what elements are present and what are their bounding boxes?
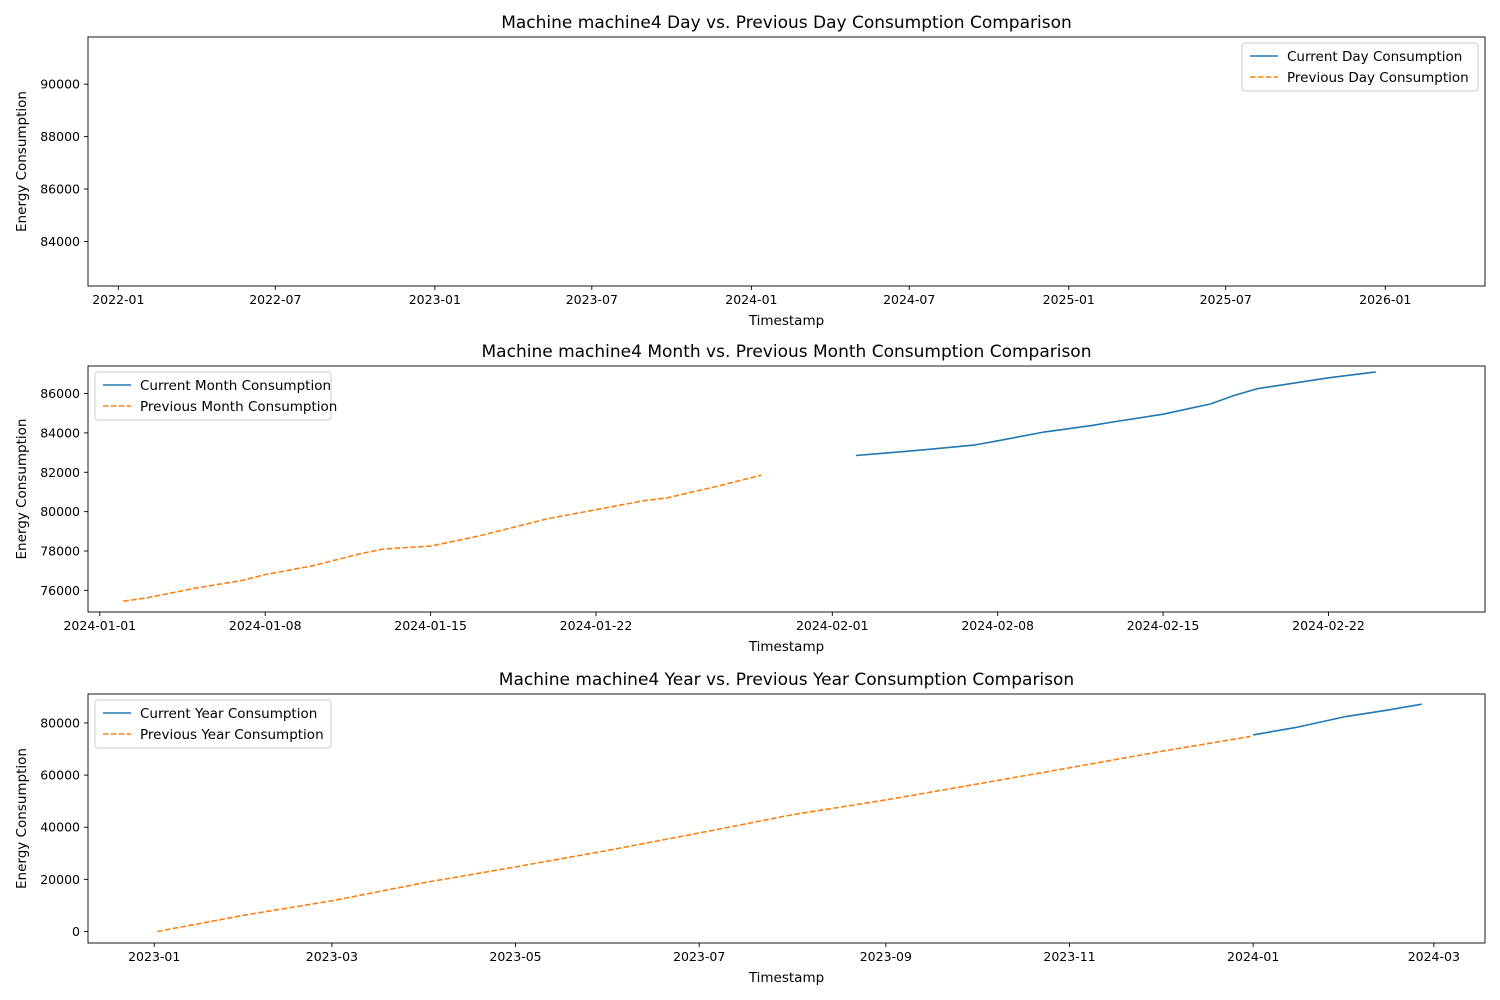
x-tick-label: 2024-01: [1227, 949, 1279, 964]
series-line-previous: [157, 735, 1251, 933]
x-tick-label: 2023-01: [128, 949, 180, 964]
chart-panel-3: Machine machine4 Year vs. Previous Year …: [14, 670, 1486, 986]
y-tick-label: 88000: [40, 129, 80, 144]
series-group: [123, 371, 1376, 602]
chart-title: Machine machine4 Month vs. Previous Mont…: [482, 342, 1092, 362]
legend-label: Previous Year Consumption: [140, 727, 324, 743]
y-tick-label: 90000: [40, 77, 80, 92]
y-tick-label: 86000: [40, 182, 80, 197]
y-axis-label: Energy Consumption: [14, 748, 30, 889]
chart-title: Machine machine4 Year vs. Previous Year …: [499, 670, 1074, 690]
x-axis-label: Timestamp: [748, 639, 824, 655]
x-tick-label: 2024-01-01: [63, 618, 136, 633]
legend-box: [94, 371, 332, 421]
x-tick-label: 2024-01-22: [560, 618, 633, 633]
x-tick-label: 2024-02-08: [961, 618, 1034, 633]
x-tick-label: 2023-01: [409, 292, 461, 307]
y-tick-label: 86000: [40, 386, 80, 401]
chart-panel-2: Machine machine4 Month vs. Previous Mont…: [14, 342, 1486, 655]
axes-frame: [87, 365, 1486, 613]
x-tick-label: 2023-05: [489, 949, 541, 964]
x-tick-label: 2024-02-15: [1127, 618, 1200, 633]
y-tick-label: 0: [72, 924, 80, 939]
x-tick-label: 2023-07: [673, 949, 725, 964]
legend-box: [94, 699, 332, 749]
legend-label: Previous Month Consumption: [140, 399, 337, 415]
legend: Current Month Consumption Previous Month …: [94, 371, 337, 421]
x-tick-label: 2023-11: [1043, 949, 1095, 964]
x-tick-label: 2025-07: [1200, 292, 1252, 307]
legend-box: [1241, 42, 1479, 92]
y-axis-label: Energy Consumption: [14, 91, 30, 232]
legend-label: Current Year Consumption: [140, 706, 317, 722]
axes-frame: [87, 36, 1486, 287]
x-tick-label: 2024-02-01: [796, 618, 869, 633]
y-tick-label: 80000: [40, 715, 80, 730]
x-tick-label: 2024-02-22: [1292, 618, 1365, 633]
y-tick-label: 60000: [40, 768, 80, 783]
x-tick-label: 2024-07: [883, 292, 935, 307]
legend: Current Year Consumption Previous Year Co…: [94, 699, 332, 749]
y-tick-label: 78000: [40, 543, 80, 558]
y-tick-label: 84000: [40, 425, 80, 440]
x-tick-label: 2024-01: [725, 292, 777, 307]
y-tick-label: 20000: [40, 872, 80, 887]
chart-title: Machine machine4 Day vs. Previous Day Co…: [501, 13, 1072, 33]
x-tick-label: 2023-07: [566, 292, 618, 307]
x-tick-label: 2025-01: [1043, 292, 1095, 307]
legend-label: Current Month Consumption: [140, 378, 331, 394]
y-tick-label: 40000: [40, 820, 80, 835]
legend-label: Previous Day Consumption: [1287, 70, 1469, 86]
series-group: [157, 703, 1422, 933]
x-tick-label: 2024-03: [1408, 949, 1460, 964]
axes-frame: [87, 693, 1486, 944]
y-axis-label: Energy Consumption: [14, 419, 30, 560]
chart-panel-1: Machine machine4 Day vs. Previous Day Co…: [14, 13, 1486, 329]
series-line-previous: [123, 474, 762, 602]
y-tick-label: 82000: [40, 465, 80, 480]
x-tick-label: 2022-07: [249, 292, 301, 307]
y-tick-label: 84000: [40, 234, 80, 249]
legend-label: Current Day Consumption: [1287, 49, 1462, 65]
series-line-current: [1253, 703, 1422, 736]
series-line-current: [855, 371, 1376, 457]
x-tick-label: 2023-09: [860, 949, 912, 964]
legend: Current Day Consumption Previous Day Cons…: [1241, 42, 1479, 92]
y-tick-label: 76000: [40, 583, 80, 598]
x-axis-label: Timestamp: [748, 970, 824, 986]
x-tick-label: 2024-01-15: [394, 618, 467, 633]
x-tick-label: 2022-01: [92, 292, 144, 307]
x-tick-label: 2024-01-08: [229, 618, 302, 633]
x-tick-label: 2026-01: [1359, 292, 1411, 307]
x-axis-label: Timestamp: [748, 313, 824, 329]
x-tick-label: 2023-03: [306, 949, 358, 964]
y-tick-label: 80000: [40, 504, 80, 519]
